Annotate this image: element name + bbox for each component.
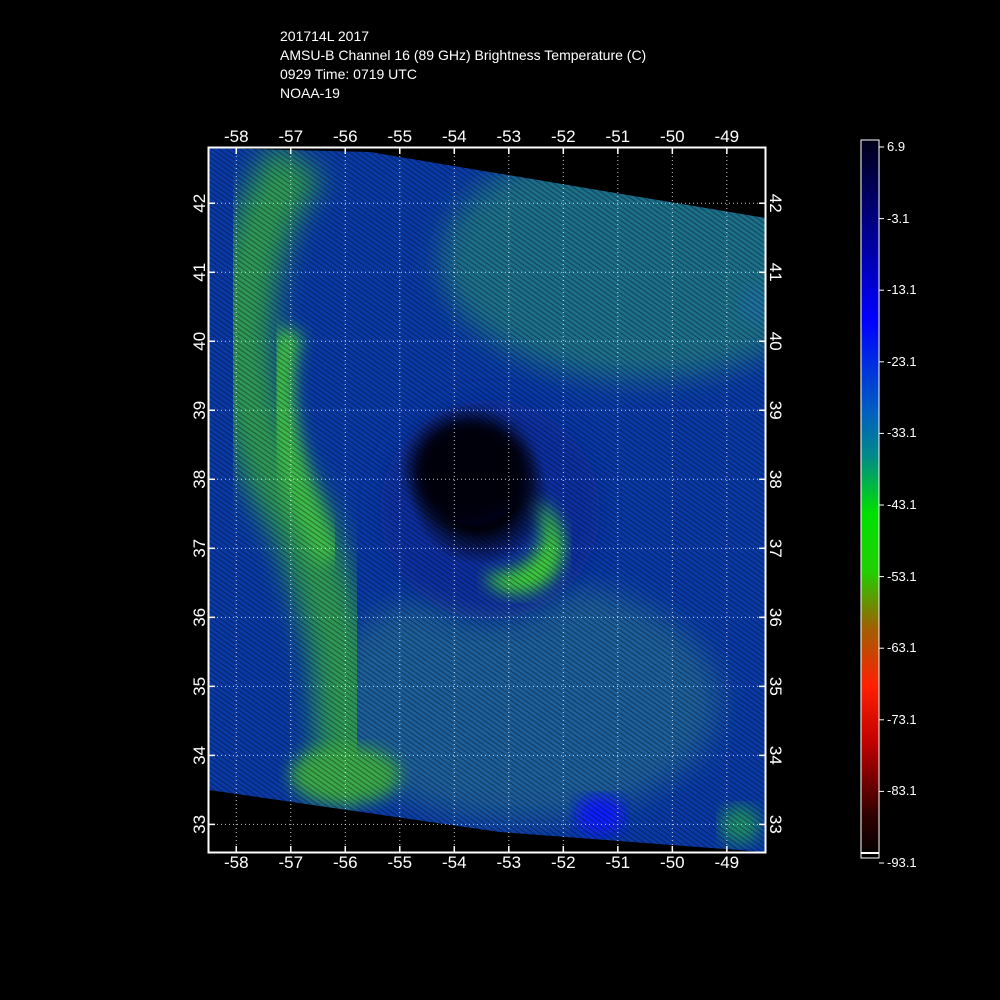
lat-tick-right: 39 (766, 401, 785, 420)
swath-imagery (209, 148, 765, 852)
map-frame (207, 146, 767, 854)
lon-tick-bottom: -50 (660, 853, 685, 872)
lon-tick-bottom: -58 (224, 853, 249, 872)
lon-tick-top: -53 (497, 127, 522, 146)
lat-tick-left: 42 (190, 194, 209, 213)
colorbar-label: -23.1 (887, 353, 917, 369)
lon-tick-bottom: -57 (278, 853, 303, 872)
colorbar-label: 6.9 (887, 139, 906, 154)
lat-tick-right: 35 (766, 677, 785, 696)
lon-tick-bottom: -49 (715, 853, 740, 872)
lon-tick-bottom: -51 (606, 853, 631, 872)
lat-tick-right: 36 (766, 608, 785, 627)
lat-tick-right: 41 (766, 263, 785, 282)
lat-tick-left: 37 (190, 539, 209, 558)
lat-tick-left: 40 (190, 332, 209, 351)
lat-tick-right: 38 (766, 470, 785, 489)
title-line-2: AMSU-B Channel 16 (89 GHz) Brightness Te… (280, 47, 647, 63)
colorbar-label: -53.1 (887, 568, 917, 584)
lon-tick-bottom: -54 (442, 853, 467, 872)
lon-tick-top: -56 (333, 127, 358, 146)
lon-tick-top: -52 (551, 127, 576, 146)
lat-tick-right: 40 (766, 332, 785, 351)
colorbar-label: -63.1 (887, 640, 917, 656)
colorbar (860, 139, 880, 859)
lon-tick-top: -58 (224, 127, 249, 146)
lon-tick-bottom: -52 (551, 853, 576, 872)
lon-tick-bottom: -55 (387, 853, 412, 872)
lon-tick-bottom: -53 (497, 853, 522, 872)
title-line-4: NOAA-19 (280, 85, 340, 101)
lat-tick-left: 41 (190, 263, 209, 282)
lon-tick-top: -54 (442, 127, 467, 146)
colorbar-label: -13.1 (887, 282, 917, 298)
lat-lon-grid (209, 148, 765, 852)
lon-tick-top: -50 (660, 127, 685, 146)
colorbar-label: -73.1 (887, 711, 917, 727)
colorbar-label: -3.1 (887, 210, 910, 226)
lat-tick-right: 33 (766, 815, 785, 834)
lat-tick-left: 35 (190, 677, 209, 696)
lat-tick-right: 42 (766, 194, 785, 213)
lat-tick-left: 34 (190, 746, 209, 765)
lat-tick-left: 39 (190, 401, 209, 420)
lon-tick-top: -55 (387, 127, 412, 146)
lat-tick-right: 37 (766, 539, 785, 558)
lon-tick-bottom: -56 (333, 853, 358, 872)
lat-tick-right: 34 (766, 746, 785, 765)
lat-tick-left: 36 (190, 608, 209, 627)
lat-tick-left: 38 (190, 470, 209, 489)
lon-tick-top: -49 (715, 127, 740, 146)
title-line-3: 0929 Time: 0719 UTC (280, 66, 417, 82)
colorbar-label: -83.1 (887, 783, 917, 799)
colorbar-label: -43.1 (887, 497, 917, 512)
colorbar-label: -93.1 (887, 855, 917, 870)
title-line-1: 201714L 2017 (280, 28, 370, 44)
lon-tick-top: -57 (278, 127, 303, 146)
lon-tick-top: -51 (606, 127, 631, 146)
lat-tick-left: 33 (190, 815, 209, 834)
colorbar-label: -33.1 (887, 425, 917, 441)
